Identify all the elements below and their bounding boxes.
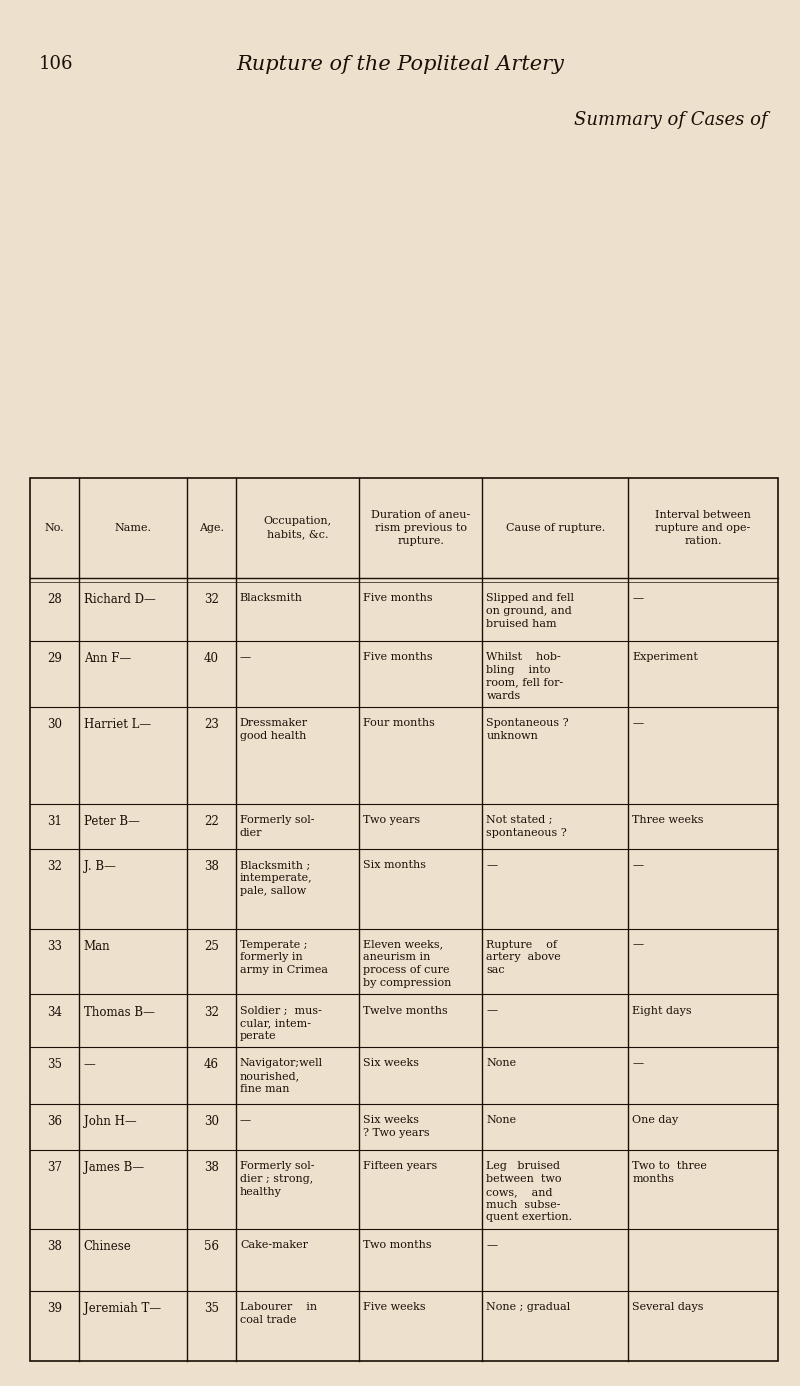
Text: 106: 106 xyxy=(38,55,73,73)
Text: Twelve months: Twelve months xyxy=(363,1005,448,1016)
Text: —: — xyxy=(84,1059,95,1071)
Text: 38: 38 xyxy=(47,1240,62,1253)
Text: Man: Man xyxy=(84,940,110,952)
Text: Not stated ;
spontaneous ?: Not stated ; spontaneous ? xyxy=(486,815,567,837)
Text: Blacksmith: Blacksmith xyxy=(240,593,303,603)
Text: 22: 22 xyxy=(204,815,219,827)
Text: Four months: Four months xyxy=(363,718,435,728)
Text: —: — xyxy=(632,861,643,870)
Text: 25: 25 xyxy=(204,940,219,952)
Text: Two months: Two months xyxy=(363,1240,432,1250)
Text: Age.: Age. xyxy=(199,523,224,534)
Text: Thomas B—: Thomas B— xyxy=(84,1005,154,1019)
Text: None ; gradual: None ; gradual xyxy=(486,1301,570,1311)
Text: Chinese: Chinese xyxy=(84,1240,131,1253)
Text: 38: 38 xyxy=(204,1161,219,1174)
Text: Five months: Five months xyxy=(363,651,433,663)
Text: 56: 56 xyxy=(204,1240,219,1253)
Text: —: — xyxy=(486,1005,498,1016)
Text: —: — xyxy=(632,718,643,728)
Text: Three weeks: Three weeks xyxy=(632,815,704,825)
Text: Eleven weeks,
aneurism in
process of cure
by compression: Eleven weeks, aneurism in process of cur… xyxy=(363,940,451,988)
Text: Two to  three
months: Two to three months xyxy=(632,1161,707,1184)
Text: —: — xyxy=(486,861,498,870)
Text: Six months: Six months xyxy=(363,861,426,870)
Text: Several days: Several days xyxy=(632,1301,704,1311)
Text: Two years: Two years xyxy=(363,815,420,825)
Text: 35: 35 xyxy=(204,1301,219,1315)
Text: Navigator;well
nourished,
fine man: Navigator;well nourished, fine man xyxy=(240,1059,323,1094)
Bar xyxy=(30,478,778,1361)
Text: Formerly sol-
dier: Formerly sol- dier xyxy=(240,815,314,837)
Text: Summary of Cases of: Summary of Cases of xyxy=(574,111,768,129)
Text: —: — xyxy=(632,593,643,603)
Text: Duration of aneu-
rism previous to
rupture.: Duration of aneu- rism previous to ruptu… xyxy=(371,510,470,546)
Text: 28: 28 xyxy=(47,593,62,606)
Text: 38: 38 xyxy=(204,861,219,873)
Text: No.: No. xyxy=(45,523,65,534)
Text: 34: 34 xyxy=(47,1005,62,1019)
Text: 32: 32 xyxy=(47,861,62,873)
Text: 39: 39 xyxy=(47,1301,62,1315)
Text: One day: One day xyxy=(632,1116,678,1125)
Text: None: None xyxy=(486,1116,517,1125)
Text: None: None xyxy=(486,1059,517,1069)
Text: 23: 23 xyxy=(204,718,219,730)
Text: Whilst    hob-
bling    into
room, fell for-
wards: Whilst hob- bling into room, fell for- w… xyxy=(486,651,564,700)
Text: Formerly sol-
dier ; strong,
healthy: Formerly sol- dier ; strong, healthy xyxy=(240,1161,314,1196)
Text: John H—: John H— xyxy=(84,1116,136,1128)
Text: Blacksmith ;
intemperate,
pale, sallow: Blacksmith ; intemperate, pale, sallow xyxy=(240,861,313,897)
Text: Labourer    in
coal trade: Labourer in coal trade xyxy=(240,1301,317,1325)
Text: 37: 37 xyxy=(47,1161,62,1174)
Text: Cause of rupture.: Cause of rupture. xyxy=(506,523,605,534)
Text: Peter B—: Peter B— xyxy=(84,815,140,827)
Text: Dressmaker
good health: Dressmaker good health xyxy=(240,718,308,742)
Text: 33: 33 xyxy=(47,940,62,952)
Text: —: — xyxy=(632,1059,643,1069)
Text: Occupation,
habits, &c.: Occupation, habits, &c. xyxy=(263,517,331,539)
Text: Cake-maker: Cake-maker xyxy=(240,1240,308,1250)
Text: Slipped and fell
on ground, and
bruised ham: Slipped and fell on ground, and bruised … xyxy=(486,593,574,629)
Text: 30: 30 xyxy=(47,718,62,730)
Text: Name.: Name. xyxy=(114,523,152,534)
Text: 30: 30 xyxy=(204,1116,219,1128)
Text: 32: 32 xyxy=(204,593,219,606)
Text: Rupture    of
artery  above
sac: Rupture of artery above sac xyxy=(486,940,562,976)
Text: —: — xyxy=(632,940,643,949)
Text: Jeremiah T—: Jeremiah T— xyxy=(84,1301,161,1315)
Text: 35: 35 xyxy=(47,1059,62,1071)
Text: Richard D—: Richard D— xyxy=(84,593,155,606)
Text: —: — xyxy=(240,651,251,663)
Text: 36: 36 xyxy=(47,1116,62,1128)
Text: Soldier ;  mus-
cular, intem-
perate: Soldier ; mus- cular, intem- perate xyxy=(240,1005,322,1041)
Text: —: — xyxy=(240,1116,251,1125)
Text: J. B—: J. B— xyxy=(84,861,116,873)
Text: Eight days: Eight days xyxy=(632,1005,692,1016)
Text: —: — xyxy=(486,1240,498,1250)
Text: James B—: James B— xyxy=(84,1161,144,1174)
Text: Leg   bruised
between  two
cows,    and
much  subse-
quent exertion.: Leg bruised between two cows, and much s… xyxy=(486,1161,573,1222)
Text: Ann F—: Ann F— xyxy=(84,651,131,665)
Text: Spontaneous ?
unknown: Spontaneous ? unknown xyxy=(486,718,569,742)
Text: 29: 29 xyxy=(47,651,62,665)
Text: Six weeks
? Two years: Six weeks ? Two years xyxy=(363,1116,430,1138)
Text: Five weeks: Five weeks xyxy=(363,1301,426,1311)
Text: Fifteen years: Fifteen years xyxy=(363,1161,438,1171)
Text: 32: 32 xyxy=(204,1005,219,1019)
Text: Harriet L—: Harriet L— xyxy=(84,718,151,730)
Text: Interval between
rupture and ope-
ration.: Interval between rupture and ope- ration… xyxy=(655,510,751,546)
Text: Rupture of the Popliteal Artery: Rupture of the Popliteal Artery xyxy=(236,55,564,75)
Text: 40: 40 xyxy=(204,651,219,665)
Text: Six weeks: Six weeks xyxy=(363,1059,419,1069)
Text: 46: 46 xyxy=(204,1059,219,1071)
Text: Five months: Five months xyxy=(363,593,433,603)
Text: Experiment: Experiment xyxy=(632,651,698,663)
Text: 31: 31 xyxy=(47,815,62,827)
Text: Temperate ;
formerly in
army in Crimea: Temperate ; formerly in army in Crimea xyxy=(240,940,328,976)
